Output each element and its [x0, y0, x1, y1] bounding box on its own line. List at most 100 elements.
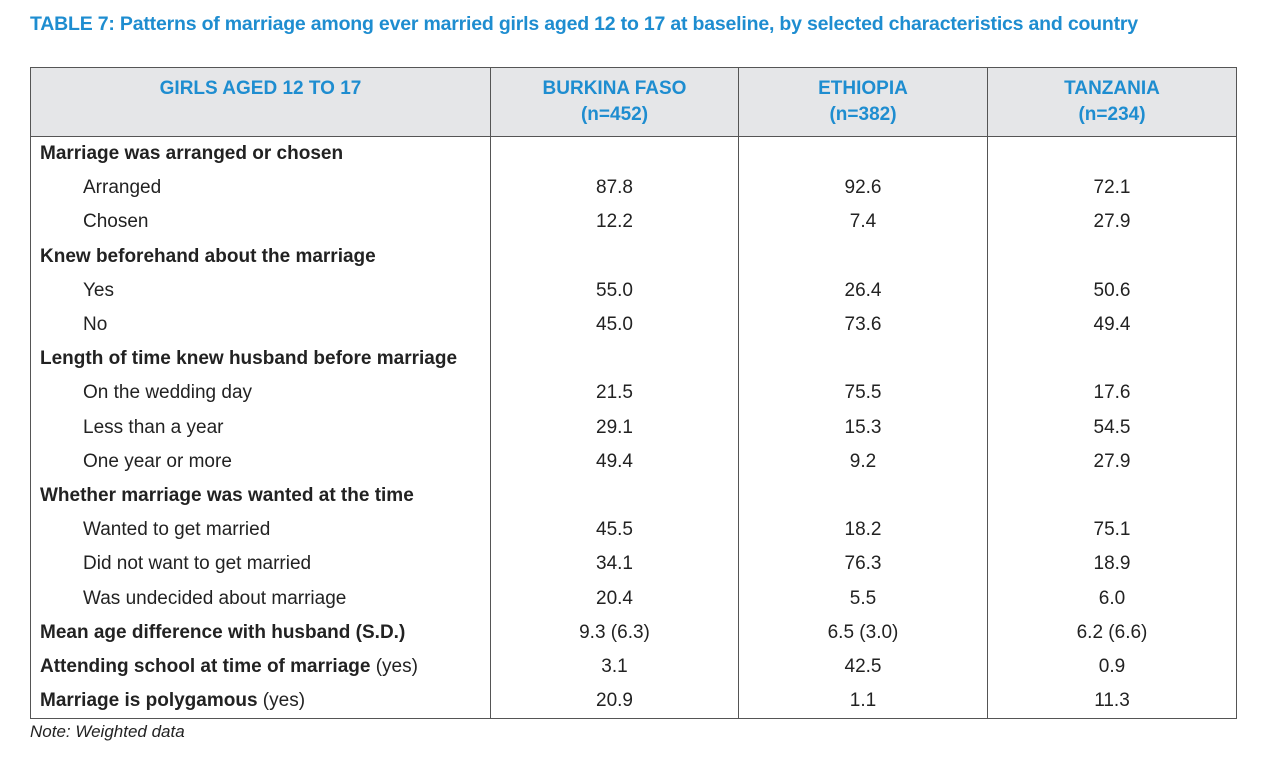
- section-label: Length of time knew husband before marri…: [40, 348, 458, 370]
- cell-value: 55.0: [490, 273, 739, 308]
- cell-empty: [987, 342, 1237, 377]
- cell-value: 20.9: [490, 684, 739, 719]
- cell-value: 9.3 (6.3): [490, 615, 739, 650]
- cell-empty: [490, 478, 739, 514]
- cell-value: 34.1: [490, 547, 739, 582]
- row-label: Arranged: [30, 171, 491, 206]
- column-header: GIRLS AGED 12 TO 17: [30, 67, 491, 137]
- section-row: Length of time knew husband before marri…: [30, 342, 1237, 377]
- column-name: BURKINA FASO: [542, 78, 687, 99]
- row-label: Less than a year: [30, 410, 491, 445]
- item-row: Did not want to get married 34.1 76.3 18.9: [30, 547, 1237, 582]
- item-row: Wanted to get married 45.5 18.2 75.1: [30, 513, 1237, 548]
- row-label: Chosen: [30, 205, 491, 240]
- cell-value: 54.5: [987, 410, 1237, 445]
- section-label: Marriage was arranged or chosen: [40, 143, 344, 165]
- table: GIRLS AGED 12 TO 17 BURKINA FASO (n=452) ET…: [30, 67, 1237, 720]
- item-row: No 45.0 73.6 49.4: [30, 307, 1237, 343]
- summary-row: Marriage is polygamous (yes) 20.9 1.1 11.3: [30, 684, 1237, 719]
- cell-value: 5.5: [738, 581, 988, 616]
- cell-value: 75.5: [738, 376, 988, 411]
- summary-row: Mean age difference with husband (S.D.) 9…: [30, 615, 1237, 650]
- cell-value: 42.5: [738, 649, 988, 684]
- cell-value: 49.4: [490, 444, 739, 479]
- header-row: GIRLS AGED 12 TO 17 BURKINA FASO (n=452) ET…: [30, 67, 1237, 137]
- item-row: Chosen 12.2 7.4 27.9: [30, 205, 1237, 240]
- column-header: TANZANIA (n=234): [987, 67, 1237, 137]
- table-body: Marriage was arranged or chosen Arranged 8…: [30, 136, 1237, 719]
- section-row: Marriage was arranged or chosen: [30, 136, 1237, 172]
- row-label: Marriage is polygamous (yes): [30, 684, 491, 719]
- row-label: One year or more: [30, 444, 491, 479]
- cell-value: 18.2: [738, 513, 988, 548]
- column-n: (n=382): [829, 104, 897, 125]
- cell-value: 17.6: [987, 376, 1237, 411]
- cell-empty: [738, 136, 988, 172]
- qualifier: (yes): [262, 690, 306, 712]
- cell-value: 6.5 (3.0): [738, 615, 988, 650]
- column-n: (n=234): [1078, 104, 1146, 125]
- column-name: ETHIOPIA: [818, 78, 908, 99]
- section-label: Whether marriage was wanted at the time: [40, 484, 414, 506]
- item-row: Less than a year 29.1 15.3 54.5: [30, 410, 1237, 445]
- cell-value: 9.2: [738, 444, 988, 479]
- cell-value: 27.9: [987, 205, 1237, 240]
- cell-empty: [738, 239, 988, 274]
- section-row: Knew beforehand about the marriage: [30, 239, 1237, 274]
- cell-empty: [738, 342, 988, 377]
- cell-value: 15.3: [738, 410, 988, 445]
- cell-empty: [738, 478, 988, 514]
- cell-empty: [490, 342, 739, 377]
- cell-value: 92.6: [738, 171, 988, 206]
- summary-row: Attending school at time of marriage (ye…: [30, 649, 1237, 684]
- cell-value: 3.1: [490, 649, 739, 684]
- note: Note: Weighted data: [30, 722, 185, 741]
- summary-label: Mean age difference with husband (S.D.): [40, 621, 406, 643]
- row-label: Attending school at time of marriage (ye…: [30, 649, 491, 684]
- row-label: Yes: [30, 273, 491, 308]
- cell-value: 0.9: [987, 649, 1237, 684]
- column-name: GIRLS AGED 12 TO 17: [159, 78, 362, 99]
- column-name: TANZANIA: [1064, 78, 1160, 99]
- section-row: Whether marriage was wanted at the time: [30, 478, 1237, 514]
- cell-value: 75.1: [987, 513, 1237, 548]
- row-label: Marriage was arranged or chosen: [30, 136, 491, 172]
- cell-value: 1.1: [738, 684, 988, 719]
- cell-value: 76.3: [738, 547, 988, 582]
- section-label: Knew beforehand about the marriage: [40, 245, 376, 267]
- cell-value: 49.4: [987, 307, 1237, 343]
- item-row: Arranged 87.8 92.6 72.1: [30, 171, 1237, 206]
- summary-label: Marriage is polygamous: [40, 690, 258, 712]
- cell-value: 7.4: [738, 205, 988, 240]
- cell-value: 18.9: [987, 547, 1237, 582]
- cell-value: 73.6: [738, 307, 988, 343]
- row-label: Whether marriage was wanted at the time: [30, 478, 491, 514]
- cell-value: 6.0: [987, 581, 1237, 616]
- row-label: On the wedding day: [30, 376, 491, 411]
- cell-empty: [987, 239, 1237, 274]
- cell-value: 45.0: [490, 307, 739, 343]
- column-header: ETHIOPIA (n=382): [738, 67, 988, 137]
- cell-value: 6.2 (6.6): [987, 615, 1237, 650]
- cell-value: 26.4: [738, 273, 988, 308]
- qualifier: (yes): [375, 655, 418, 677]
- row-label: Knew beforehand about the marriage: [30, 239, 491, 274]
- cell-value: 72.1: [987, 171, 1237, 206]
- cell-value: 87.8: [490, 171, 739, 206]
- item-row: On the wedding day 21.5 75.5 17.6: [30, 376, 1237, 411]
- item-row: Was undecided about marriage 20.4 5.5 6.0: [30, 581, 1237, 616]
- cell-value: 29.1: [490, 410, 739, 445]
- column-header: BURKINA FASO (n=452): [490, 67, 739, 137]
- cell-value: 11.3: [987, 684, 1237, 719]
- item-row: Yes 55.0 26.4 50.6: [30, 273, 1237, 308]
- cell-value: 20.4: [490, 581, 739, 616]
- row-label: Was undecided about marriage: [30, 581, 491, 616]
- cell-value: 21.5: [490, 376, 739, 411]
- table-title: TABLE 7: Patterns of marriage among ever…: [30, 13, 1138, 35]
- item-row: One year or more 49.4 9.2 27.9: [30, 444, 1237, 479]
- cell-empty: [490, 136, 739, 172]
- cell-empty: [987, 478, 1237, 514]
- row-label: Length of time knew husband before marri…: [30, 342, 491, 377]
- cell-empty: [490, 239, 739, 274]
